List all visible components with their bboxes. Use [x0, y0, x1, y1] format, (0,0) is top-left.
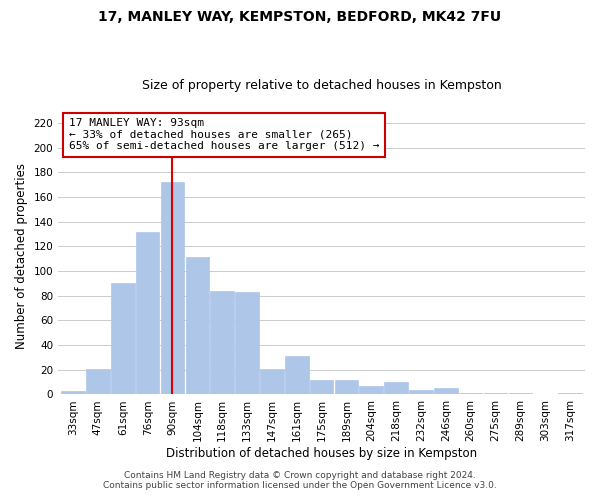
Text: Contains HM Land Registry data © Crown copyright and database right 2024.
Contai: Contains HM Land Registry data © Crown c… [103, 470, 497, 490]
Bar [434, 388, 458, 394]
Bar [185, 258, 209, 394]
Bar [285, 356, 308, 395]
Title: Size of property relative to detached houses in Kempston: Size of property relative to detached ho… [142, 79, 502, 92]
Bar [235, 292, 259, 394]
Bar [335, 380, 358, 394]
Bar [260, 368, 284, 394]
Bar [161, 182, 184, 394]
Bar [409, 390, 433, 394]
Bar [61, 391, 85, 394]
Text: 17 MANLEY WAY: 93sqm
← 33% of detached houses are smaller (265)
65% of semi-deta: 17 MANLEY WAY: 93sqm ← 33% of detached h… [69, 118, 379, 152]
X-axis label: Distribution of detached houses by size in Kempston: Distribution of detached houses by size … [166, 447, 477, 460]
Bar [484, 393, 508, 394]
Bar [359, 386, 383, 394]
Bar [509, 393, 532, 394]
Bar [86, 368, 110, 394]
Bar [211, 291, 234, 395]
Bar [310, 380, 334, 394]
Bar [459, 393, 482, 394]
Bar [136, 232, 160, 394]
Bar [558, 393, 582, 394]
Bar [385, 382, 408, 394]
Bar [111, 284, 134, 395]
Text: 17, MANLEY WAY, KEMPSTON, BEDFORD, MK42 7FU: 17, MANLEY WAY, KEMPSTON, BEDFORD, MK42 … [98, 10, 502, 24]
Y-axis label: Number of detached properties: Number of detached properties [15, 162, 28, 348]
